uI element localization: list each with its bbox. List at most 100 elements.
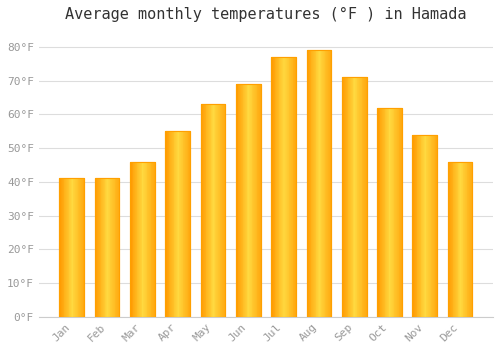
Bar (176, 131, 177, 317)
Bar (117, 178, 118, 317)
Bar (361, 77, 362, 317)
Bar (386, 108, 387, 317)
Bar (455, 162, 456, 317)
Bar (459, 162, 460, 317)
Bar (314, 50, 315, 317)
Bar (170, 131, 171, 317)
Bar (452, 162, 454, 317)
Bar (306, 50, 308, 317)
Bar (146, 162, 148, 317)
Bar (377, 108, 378, 317)
Bar (414, 135, 415, 317)
Bar (239, 84, 240, 317)
Bar (187, 131, 188, 317)
Bar (356, 77, 358, 317)
Title: Average monthly temperatures (°F ) in Hamada: Average monthly temperatures (°F ) in Ha… (65, 7, 466, 22)
Bar (251, 84, 252, 317)
Bar (136, 162, 138, 317)
Bar (461, 162, 462, 317)
Bar (283, 57, 284, 317)
Bar (286, 57, 287, 317)
Bar (236, 84, 260, 317)
Bar (99, 178, 100, 317)
Bar (416, 135, 418, 317)
Bar (342, 77, 366, 317)
Bar (200, 104, 226, 317)
Bar (327, 50, 328, 317)
Bar (277, 57, 278, 317)
Bar (224, 104, 226, 317)
Bar (222, 104, 223, 317)
Bar (432, 135, 433, 317)
Bar (135, 162, 136, 317)
Bar (427, 135, 428, 317)
Bar (326, 50, 327, 317)
Bar (395, 108, 396, 317)
Bar (76, 178, 78, 317)
Bar (388, 108, 390, 317)
Bar (342, 77, 344, 317)
Bar (186, 131, 187, 317)
Bar (237, 84, 238, 317)
Bar (450, 162, 451, 317)
Bar (181, 131, 182, 317)
Bar (398, 108, 400, 317)
Bar (178, 131, 180, 317)
Bar (203, 104, 204, 317)
Bar (98, 178, 99, 317)
Bar (214, 104, 216, 317)
Bar (358, 77, 359, 317)
Bar (61, 178, 62, 317)
Bar (189, 131, 190, 317)
Bar (271, 57, 296, 317)
Bar (177, 131, 178, 317)
Bar (387, 108, 388, 317)
Bar (185, 131, 186, 317)
Bar (94, 178, 120, 317)
Bar (401, 108, 402, 317)
Bar (131, 162, 132, 317)
Bar (217, 104, 218, 317)
Bar (434, 135, 436, 317)
Bar (79, 178, 80, 317)
Bar (284, 57, 285, 317)
Bar (383, 108, 384, 317)
Bar (390, 108, 391, 317)
Bar (144, 162, 145, 317)
Bar (166, 131, 190, 317)
Bar (200, 104, 226, 317)
Bar (329, 50, 330, 317)
Bar (397, 108, 398, 317)
Bar (60, 178, 61, 317)
Bar (102, 178, 103, 317)
Bar (282, 57, 283, 317)
Bar (419, 135, 420, 317)
Bar (425, 135, 426, 317)
Bar (140, 162, 141, 317)
Bar (391, 108, 392, 317)
Bar (465, 162, 466, 317)
Bar (71, 178, 72, 317)
Bar (112, 178, 113, 317)
Bar (379, 108, 380, 317)
Bar (244, 84, 245, 317)
Bar (149, 162, 150, 317)
Bar (100, 178, 102, 317)
Bar (154, 162, 155, 317)
Bar (318, 50, 319, 317)
Bar (253, 84, 254, 317)
Bar (208, 104, 209, 317)
Bar (392, 108, 393, 317)
Bar (184, 131, 185, 317)
Bar (75, 178, 76, 317)
Bar (319, 50, 320, 317)
Bar (418, 135, 419, 317)
Bar (294, 57, 295, 317)
Bar (114, 178, 116, 317)
Bar (168, 131, 170, 317)
Bar (328, 50, 329, 317)
Bar (352, 77, 354, 317)
Bar (67, 178, 68, 317)
Bar (295, 57, 296, 317)
Bar (344, 77, 345, 317)
